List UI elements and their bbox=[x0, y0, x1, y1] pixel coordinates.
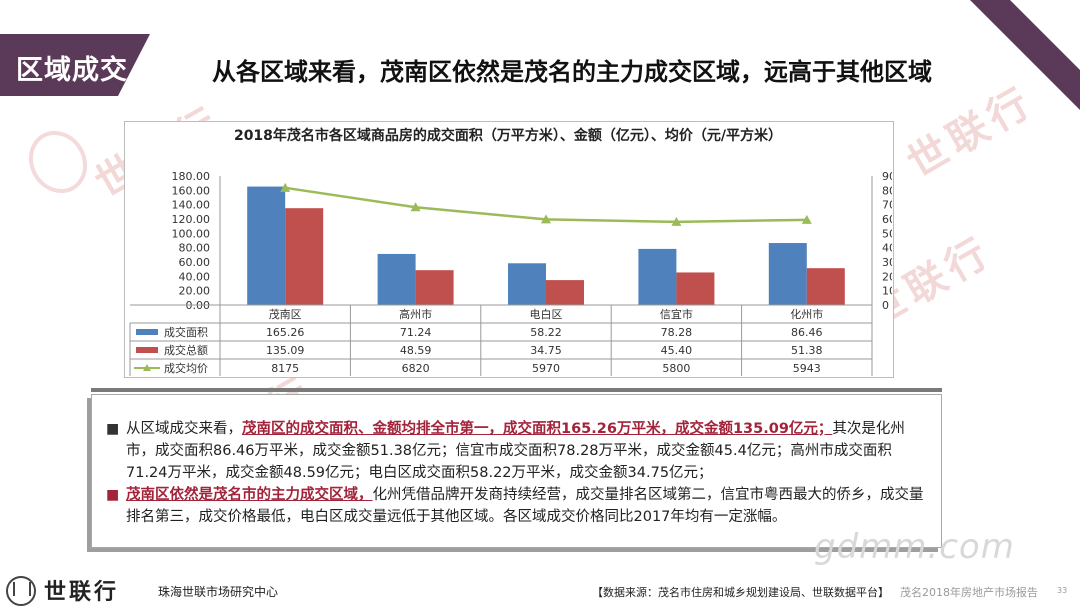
brand-logo-inner-icon bbox=[13, 582, 31, 596]
y-tick-label-right: 4000 bbox=[882, 242, 892, 255]
y-tick-label-right: 3000 bbox=[882, 256, 892, 269]
note-2-highlight: 茂南区依然是茂名市的主力成交区域， bbox=[126, 487, 373, 503]
x-category-label: 电白区 bbox=[530, 307, 563, 321]
data-label: 165.26 bbox=[266, 326, 305, 339]
y-tick-label-right: 8000 bbox=[882, 184, 892, 197]
y-tick-label-left: 120.00 bbox=[172, 213, 211, 226]
data-label: 51.38 bbox=[791, 344, 823, 357]
note-paragraph-2: 茂南区依然是茂名市的主力成交区域，化州凭借品牌开发商持续经营，成交量排名区域第二… bbox=[126, 484, 926, 528]
legend-key-1 bbox=[136, 347, 158, 353]
corner-decoration-inner bbox=[1010, 0, 1080, 70]
data-label: 5970 bbox=[532, 362, 560, 375]
y-tick-label-right: 1000 bbox=[882, 285, 892, 298]
y-tick-label-right: 5000 bbox=[882, 227, 892, 240]
y-tick-label-right: 9000 bbox=[882, 170, 892, 183]
watermark-text: 世联行 bbox=[899, 78, 1043, 187]
note-1-body: 其次是化州市，成交面积86.46万平米，成交金额51.38亿元；信宜市成交面积7… bbox=[126, 421, 905, 481]
line-point-avg-price bbox=[671, 216, 682, 226]
legend-label: 成交面积 bbox=[164, 325, 208, 339]
brand-logo-icon bbox=[6, 576, 36, 606]
y-tick-label-left: 80.00 bbox=[179, 242, 211, 255]
note-2-body: 化州凭借品牌开发商持续经营，成交量排名区域第二，信宜市粤西最大的侨乡，成交量排名… bbox=[126, 487, 924, 525]
y-tick-label-left: 180.00 bbox=[172, 170, 211, 183]
y-tick-label-left: 40.00 bbox=[179, 270, 211, 283]
y-tick-label-left: 160.00 bbox=[172, 184, 211, 197]
bar-amount bbox=[546, 280, 584, 305]
page-number: 33 bbox=[1057, 586, 1068, 595]
bullet-icon: ■ bbox=[106, 487, 120, 503]
y-tick-label-right: 2000 bbox=[882, 270, 892, 283]
line-point-avg-price bbox=[801, 214, 812, 224]
data-label: 78.28 bbox=[661, 326, 693, 339]
footer-source: 【数据来源：茂名市住房和城乡规划建设局、世联数据平台】 bbox=[592, 586, 889, 599]
note-1-lead: 从区域成交来看， bbox=[126, 421, 242, 437]
bar-area bbox=[768, 243, 807, 305]
y-tick-label-right: 0 bbox=[882, 299, 889, 312]
bar-amount bbox=[676, 272, 715, 305]
bar-area bbox=[638, 248, 677, 305]
data-label: 48.59 bbox=[400, 344, 432, 357]
bar-area bbox=[247, 186, 286, 305]
legend-label: 成交均价 bbox=[164, 361, 208, 375]
data-label: 5943 bbox=[793, 362, 821, 375]
y-tick-label-left: 140.00 bbox=[172, 199, 211, 212]
bar-area bbox=[377, 253, 416, 305]
x-category-label: 高州市 bbox=[399, 307, 432, 321]
line-point-avg-price bbox=[541, 214, 551, 224]
site-watermark: gdmm.com bbox=[814, 527, 1015, 567]
note-paragraph-1: 从区域成交来看，茂南区的成交面积、金额均排全市第一，成交面积165.26万平米，… bbox=[126, 418, 926, 484]
data-label: 86.46 bbox=[791, 326, 823, 339]
legend-key-marker-2 bbox=[143, 364, 151, 371]
y-tick-label-left: 100.00 bbox=[172, 227, 211, 240]
bar-amount bbox=[806, 268, 845, 305]
data-label: 5800 bbox=[662, 362, 690, 375]
notes-box bbox=[91, 394, 942, 548]
legend-key-0 bbox=[136, 329, 158, 335]
chart-title: 2018年茂名市各区域商品房的成交面积（万平方米）、金额（亿元）、均价（元/平方… bbox=[233, 128, 783, 144]
footer-report-title: 茂名2018年房地产市场报告 bbox=[900, 586, 1038, 599]
data-label: 34.75 bbox=[530, 344, 562, 357]
y-tick-label-left: 20.00 bbox=[179, 285, 211, 298]
line-point-avg-price bbox=[410, 202, 421, 212]
combo-chart: 0.0020.0040.0060.0080.00100.00120.00140.… bbox=[129, 170, 892, 376]
x-category-label: 化州市 bbox=[790, 307, 823, 321]
footer-brand: 世联行 bbox=[44, 580, 120, 605]
footer-org: 珠海世联市场研究中心 bbox=[158, 585, 279, 599]
data-label: 6820 bbox=[402, 362, 430, 375]
watermark-logo-icon bbox=[17, 120, 99, 204]
y-tick-label-right: 7000 bbox=[882, 199, 892, 212]
bar-area bbox=[508, 263, 546, 305]
data-label: 45.40 bbox=[661, 344, 693, 357]
bar-amount bbox=[285, 208, 324, 305]
data-label: 135.09 bbox=[266, 344, 305, 357]
y-tick-label-left: 60.00 bbox=[179, 256, 211, 269]
section-title: 区域成交 bbox=[16, 55, 128, 86]
data-label: 8175 bbox=[271, 362, 299, 375]
x-category-label: 茂南区 bbox=[269, 307, 302, 321]
notes-topbar bbox=[91, 388, 942, 392]
line-point-avg-price bbox=[280, 182, 291, 192]
page-headline: 从各区域来看，茂南区依然是茂名的主力成交区域，远高于其他区域 bbox=[212, 58, 932, 86]
legend-label: 成交总额 bbox=[164, 343, 208, 357]
note-1-highlight: 茂南区的成交面积、金额均排全市第一，成交面积165.26万平米，成交金额135.… bbox=[242, 421, 833, 437]
bar-amount bbox=[415, 270, 454, 305]
y-tick-label-right: 6000 bbox=[882, 213, 892, 226]
bullet-icon: ■ bbox=[106, 421, 120, 437]
data-label: 58.22 bbox=[530, 326, 562, 339]
x-category-label: 信宜市 bbox=[660, 307, 693, 321]
data-label: 71.24 bbox=[400, 326, 432, 339]
